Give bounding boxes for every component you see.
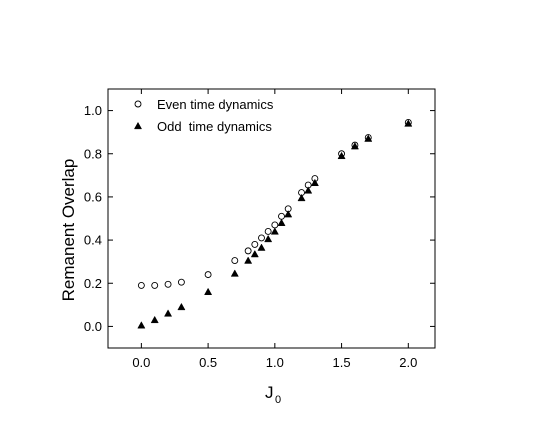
x-tick-label: 1.0 — [266, 355, 284, 370]
series-odd — [137, 119, 413, 329]
data-point-odd — [350, 142, 359, 150]
data-point-odd — [270, 227, 279, 235]
x-axis-ticks: 0.0 0.5 1.0 1.5 2.0 — [132, 89, 417, 370]
legend-label-even: Even time dynamics — [157, 97, 274, 112]
data-point-even — [204, 271, 212, 279]
data-point-even — [278, 212, 285, 220]
data-point-odd — [137, 321, 146, 329]
data-point-odd — [297, 193, 306, 202]
y-tick-label: 0.4 — [84, 233, 102, 248]
x-axis-label: J 0 — [265, 383, 281, 406]
data-point-odd — [284, 210, 293, 218]
data-point-odd — [364, 134, 373, 142]
data-point-even — [137, 281, 145, 289]
data-point-even — [244, 247, 252, 255]
legend-triangle-marker — [133, 121, 143, 130]
data-point-odd — [257, 243, 266, 251]
data-point-even — [231, 257, 239, 265]
y-tick-label: 1.0 — [84, 103, 102, 118]
data-point-even — [251, 240, 259, 248]
x-tick-label: 2.0 — [399, 355, 417, 370]
data-point-odd — [250, 249, 259, 258]
y-tick-label: 0.2 — [84, 276, 102, 291]
data-point-even — [271, 221, 279, 229]
series-even — [137, 119, 412, 289]
x-axis-label-main: J — [265, 383, 274, 402]
data-point-odd — [304, 186, 313, 194]
x-axis-label-subscript: 0 — [275, 394, 281, 406]
data-point-even — [177, 278, 185, 286]
x-tick-label: 1.5 — [333, 355, 351, 370]
data-point-odd — [177, 302, 186, 311]
data-point-even — [151, 281, 159, 289]
data-points — [137, 119, 413, 329]
legend-label-odd: Odd time dynamics — [157, 119, 272, 134]
data-point-odd — [277, 218, 286, 226]
data-point-odd — [164, 309, 173, 317]
y-tick-label: 0.0 — [84, 319, 102, 334]
data-point-even — [164, 280, 172, 288]
x-tick-label: 0.5 — [199, 355, 217, 370]
y-tick-label: 0.8 — [84, 146, 102, 161]
data-point-odd — [150, 315, 159, 324]
y-axis-label: Remanent Overlap — [59, 159, 78, 302]
data-point-odd — [204, 287, 213, 296]
data-point-odd — [264, 234, 273, 243]
x-tick-label: 0.0 — [132, 355, 150, 370]
plot-frame — [107, 88, 436, 349]
data-point-odd — [404, 119, 413, 127]
y-axis-ticks: 0.0 0.2 0.4 0.6 0.8 1.0 — [84, 103, 435, 334]
legend-marker-even — [134, 100, 142, 108]
data-point-even — [258, 234, 265, 242]
y-tick-label: 0.6 — [84, 189, 102, 204]
data-point-odd — [310, 178, 319, 187]
data-point-odd — [244, 256, 253, 264]
legend: Even time dynamics Odd time dynamics — [133, 97, 274, 134]
data-point-even — [264, 227, 272, 235]
legend-marker-odd — [133, 121, 143, 130]
legend-circle-marker — [134, 100, 142, 108]
data-point-odd — [230, 269, 239, 277]
data-point-odd — [337, 151, 346, 160]
